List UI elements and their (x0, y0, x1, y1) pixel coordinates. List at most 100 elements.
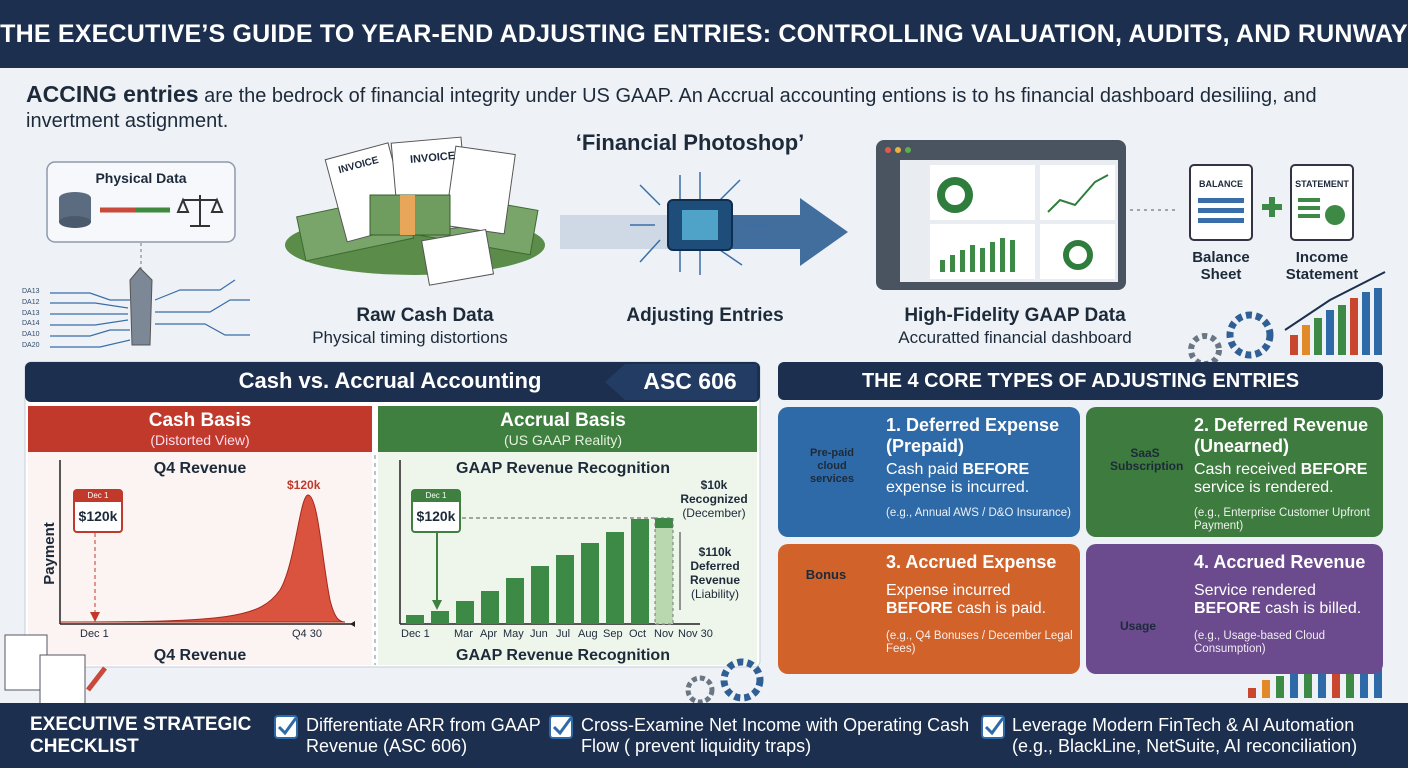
chip-traces (630, 172, 770, 275)
timeline-label: DA14 (22, 320, 40, 328)
card-title-line: 4. Accrued Revenue (1194, 552, 1366, 572)
physical-data-box (46, 161, 236, 243)
timeline-label: DA13 (22, 288, 40, 295)
deferred-line: Deferred (690, 559, 740, 573)
x-label: Oct (629, 628, 647, 640)
desc-text: cash is paid. (957, 600, 1047, 617)
x-label: Jun (530, 628, 548, 640)
intro: ACCING entries are the bedrock of financ… (26, 82, 1386, 134)
core-title: THE 4 CORE TYPES OF ADJUSTING ENTRIES (861, 370, 1300, 392)
card-title-line: (Prepaid) (886, 436, 965, 456)
checklist-item: Differentiate ARR from GAAP Revenue (ASC… (306, 715, 541, 756)
cash-chart (59, 460, 355, 627)
icon-label: Usage (1119, 619, 1157, 633)
card-description: Cash paid BEFORE expense is incurred. (886, 461, 1071, 497)
desc-bold: BEFORE (1300, 461, 1368, 478)
icon-label: Bonus (805, 567, 847, 582)
checklist-item: Leverage Modern FinTech & AI Automation … (1012, 715, 1358, 756)
asc-badge: ASC 606 (643, 368, 737, 394)
desc-text: Cash paid (886, 461, 959, 478)
card-title-line: 3. Accrued Expense (886, 552, 1057, 572)
accrual-title: Accrual Basis (500, 410, 626, 431)
timeline-label: DA12 (22, 298, 40, 306)
pen-icon (129, 267, 153, 346)
recognized-line: Recognized (680, 492, 748, 506)
card-example: (e.g., Enterprise Customer Upfront Payme… (1194, 507, 1370, 532)
card-title-line: (Unearned) (1194, 436, 1290, 456)
entry-card: 2. Deferred Revenue (Unearned) Cash receiv… (1086, 407, 1383, 537)
card-description: Cash received BEFORE service is rendered… (1194, 461, 1379, 497)
checklist-heading: EXECUTIVE STRATEGIC CHECKLIST (30, 714, 252, 757)
desc-text: Cash received (1194, 461, 1297, 478)
deferred-line: $110k (698, 545, 732, 559)
comparison-title: Cash vs. Accrual Accounting (238, 368, 542, 393)
statement-icon-label: STATEMENT (1295, 179, 1349, 189)
card-title-line: 2. Deferred Revenue (1194, 415, 1369, 435)
x-label: Nov (654, 628, 674, 640)
recognized-note: $10k Recognized (December) (672, 478, 756, 520)
card-description: Expense incurred BEFORE cash is paid. (886, 582, 1071, 618)
checkboxes (274, 715, 1005, 739)
icon-label: Pre-paid cloud services (809, 447, 855, 485)
core-title-bar (778, 362, 1383, 400)
desc-bold: BEFORE (886, 600, 953, 617)
calendar-label: Dec 1 (87, 491, 109, 500)
cash-chart-title: Q4 Revenue (153, 460, 247, 477)
timeline-label: DA13 (22, 309, 40, 317)
x-label: Nov 30 (678, 628, 713, 640)
gaap-subtitle: Accuratted financial dashboard (898, 328, 1132, 347)
desc-text: Expense incurred (886, 582, 1011, 599)
timeline-labels: DA13 DA12 DA13 DA14 DA10 DA20 (22, 287, 52, 352)
checklist-bar (0, 703, 1408, 768)
photoshop-label: ‘Financial Photoshop’ (575, 130, 805, 155)
balance-sheet-label: Balance Sheet (1192, 249, 1250, 283)
x-label: Aug (578, 628, 598, 640)
accrual-chart (399, 460, 700, 625)
y-axis-label: Payment (40, 522, 58, 585)
calendar-amount: $120k (416, 508, 456, 524)
card-title: 4. Accrued Revenue (1194, 552, 1365, 573)
cash-title: Cash Basis (148, 410, 252, 431)
growth-bars (1284, 271, 1386, 355)
x-label: Sep (603, 628, 623, 640)
deferred-note: $110k Deferred Revenue (Liability) (680, 545, 750, 601)
desc-text: cash is billed. (1265, 600, 1362, 617)
card-example: (e.g., Annual AWS / D&O Insurance) (886, 507, 1071, 519)
x-label: Mar (454, 628, 473, 640)
scale-icon (176, 195, 224, 227)
entry-card: 3. Accrued Expense Expense incurred BEFOR… (778, 544, 1080, 674)
deferred-line: (Liability) (690, 587, 739, 601)
desc-text: expense is incurred. (886, 479, 1030, 496)
cash-pile (285, 136, 545, 286)
card-title-line: 1. Deferred Expense (886, 415, 1060, 435)
entry-card: 4. Accrued Revenue Service rendered BEFOR… (1086, 544, 1383, 674)
gear-icon (720, 658, 764, 702)
timeline-label: DA20 (22, 341, 40, 349)
accrual-subtitle: (US GAAP Reality) (504, 432, 622, 448)
intro-lead: ACCING entries (26, 81, 199, 107)
x-label: Dec 1 (80, 628, 109, 640)
cash-footer: Q4 Revenue (153, 647, 247, 664)
card-description: Service rendered BEFORE cash is billed. (1194, 582, 1379, 618)
header-title: THE EXECUTIVE’S GUIDE TO YEAR-END ADJUST… (0, 0, 1408, 68)
peak-label: $120k (287, 478, 321, 492)
card-title: 1. Deferred Expense (Prepaid) (886, 415, 1059, 457)
card-title: 3. Accrued Expense (886, 552, 1056, 573)
adjusting-label: Adjusting Entries (626, 305, 784, 326)
desc-bold: BEFORE (962, 461, 1030, 478)
x-label: Dec 1 (401, 628, 430, 640)
circuit-lines (50, 279, 250, 348)
x-label: May (503, 628, 524, 640)
accrual-chart-title: GAAP Revenue Recognition (456, 460, 670, 477)
timeline-label: DA10 (22, 331, 40, 339)
card-example: (e.g., Usage-based Cloud Consumption) (1194, 630, 1326, 655)
x-label: Q4 30 (292, 628, 322, 640)
desc-text: service is rendered. (1194, 479, 1334, 496)
calendar-label: Dec 1 (425, 491, 447, 500)
deferred-line: Revenue (689, 573, 741, 587)
balance-icon-label: BALANCE (1199, 179, 1243, 189)
card-title: 2. Deferred Revenue (Unearned) (1194, 415, 1368, 457)
recognized-line: $10k (700, 478, 728, 492)
